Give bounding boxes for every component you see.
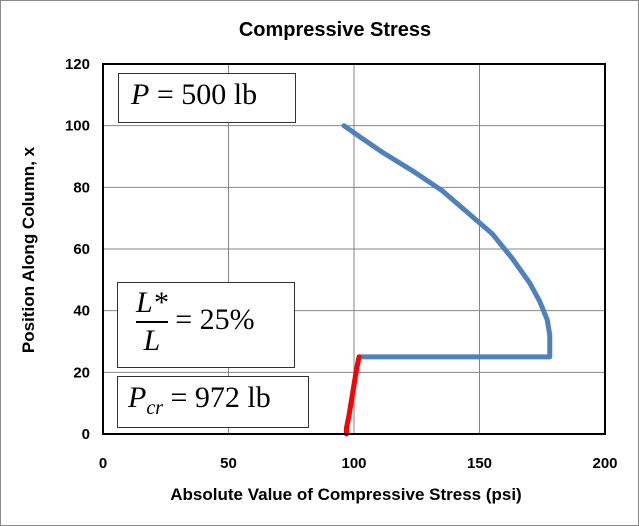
load-value: = 500 lb [156, 78, 258, 111]
load-annotation-box: P = 500 lb [118, 73, 296, 123]
x-tick-labels: 0 50 100 150 200 [99, 455, 618, 472]
length-ratio-annotation-box: L* L = 25% [117, 282, 295, 368]
y-tick-label: 120 [65, 56, 90, 73]
plot-area-border [102, 63, 606, 435]
y-tick-labels: 0 20 40 60 80 100 120 [65, 56, 90, 443]
ratio-denominator: L [143, 324, 161, 357]
critical-subscript: cr [146, 397, 163, 419]
x-axis-label: Absolute Value of Compressive Stress (ps… [170, 485, 521, 504]
series-line-1 [341, 123, 553, 360]
x-tick-label: 50 [220, 455, 237, 472]
load-symbol: P [131, 78, 150, 111]
y-tick-label: 20 [73, 364, 90, 381]
y-tick-label: 100 [65, 118, 90, 135]
y-tick-label: 0 [82, 426, 90, 443]
length-ratio-fraction: L* L [136, 287, 168, 357]
series-line-2 [343, 354, 362, 437]
critical-value: = 972 lb [170, 381, 271, 414]
y-tick-label: 80 [73, 179, 90, 196]
chart-title: Compressive Stress [239, 19, 431, 41]
ratio-numerator: L* [136, 286, 168, 319]
y-axis-label: Position Along Column, x [19, 146, 38, 353]
ratio-value: = 25% [175, 302, 255, 336]
series-group [341, 123, 553, 437]
x-tick-label: 150 [467, 455, 492, 472]
x-tick-label: 100 [341, 455, 366, 472]
y-tick-label: 60 [73, 241, 90, 258]
critical-load-annotation-box: Pcr = 972 lb [117, 376, 309, 428]
y-tick-label: 40 [73, 303, 90, 320]
x-tick-label: 200 [592, 455, 617, 472]
fraction-bar [136, 321, 168, 323]
x-tick-label: 0 [99, 455, 107, 472]
critical-symbol: P [128, 381, 147, 414]
